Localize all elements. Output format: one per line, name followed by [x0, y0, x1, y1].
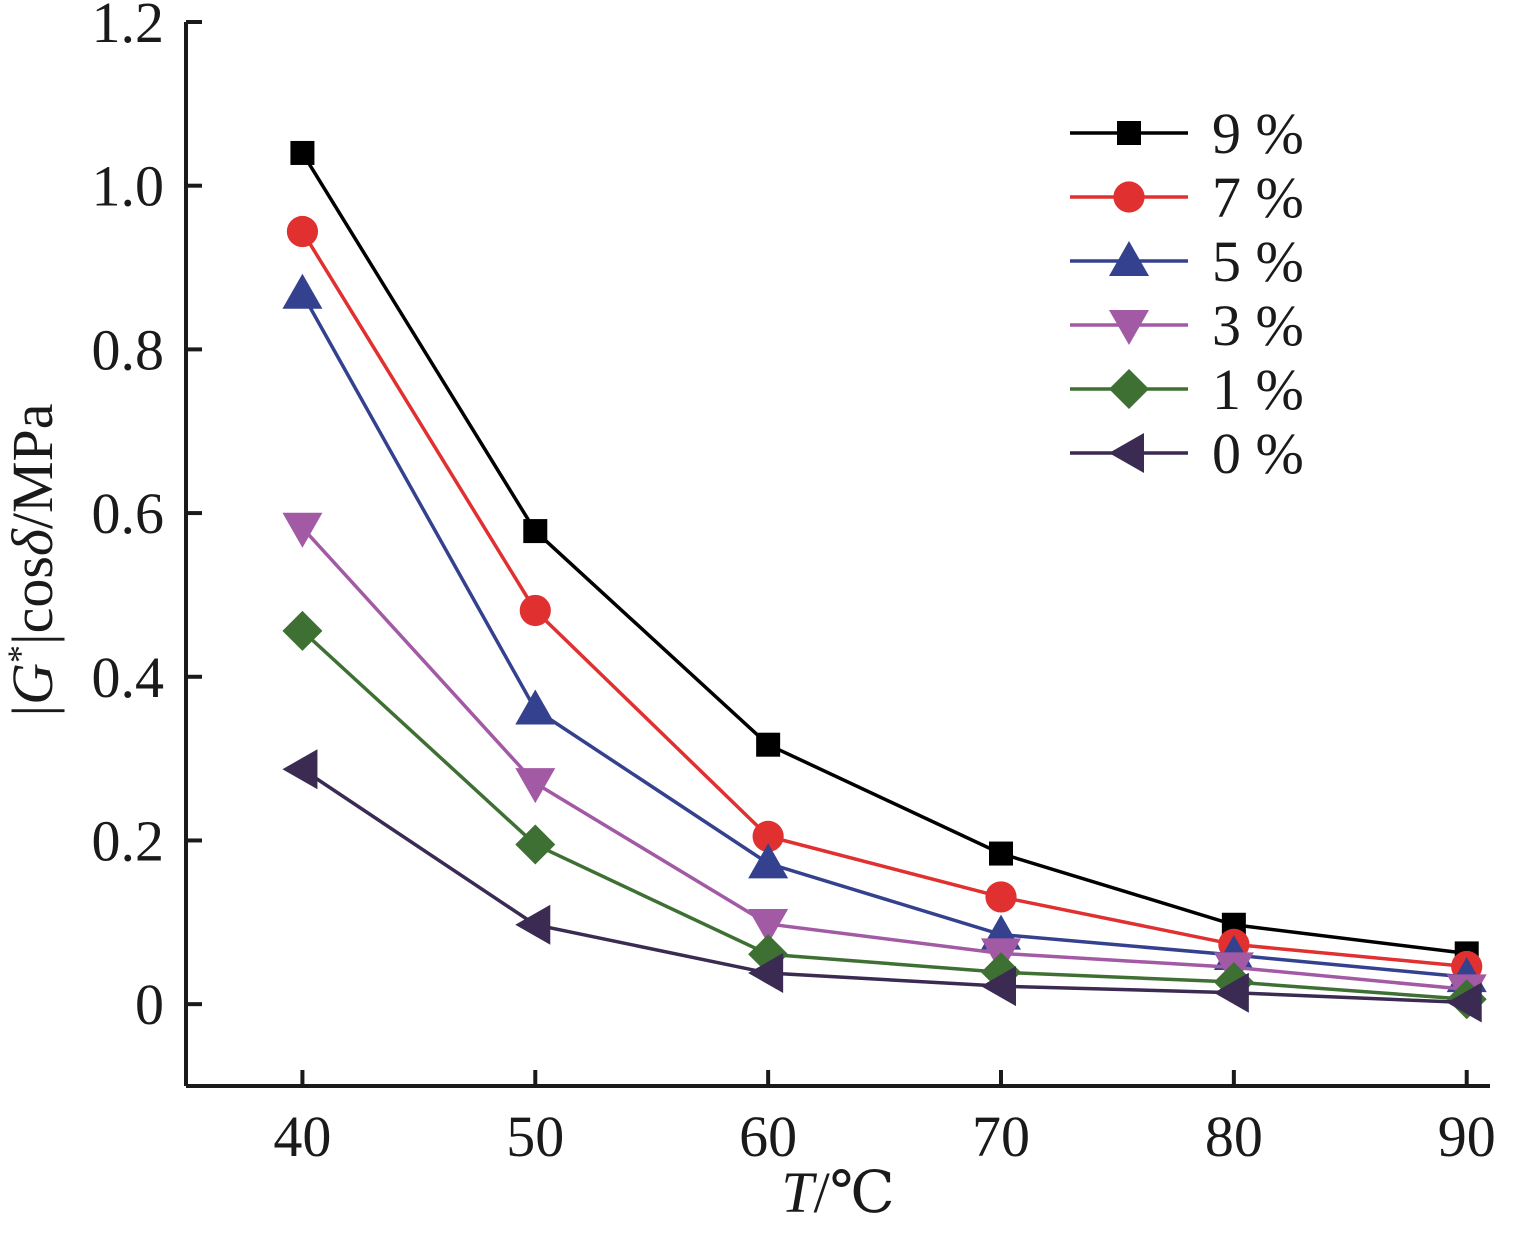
- legend-entry: 5 %: [1070, 229, 1304, 294]
- legend-label: 7 %: [1212, 165, 1304, 230]
- x-tick-label: 70: [972, 1104, 1030, 1169]
- data-point: [1213, 972, 1249, 1013]
- legend-label: 1 %: [1212, 357, 1304, 422]
- data-point: [515, 904, 551, 945]
- data-point: [282, 610, 323, 651]
- series-line: [301, 629, 1467, 1001]
- data-point: [748, 953, 784, 994]
- legend-label: 3 %: [1212, 293, 1304, 358]
- x-tick-label: 50: [506, 1104, 564, 1169]
- y-tick-label: 0.6: [92, 481, 165, 546]
- legend-entry: 1 %: [1070, 357, 1304, 422]
- legend-entry: 0 %: [1070, 421, 1304, 486]
- y-tick-label: 0.8: [92, 317, 165, 382]
- data-point: [282, 749, 318, 790]
- series-line: [301, 526, 1467, 992]
- legend-label: 9 %: [1212, 101, 1304, 166]
- legend-entry: 9 %: [1070, 101, 1304, 166]
- data-point: [515, 689, 556, 725]
- y-axis-label: |G*|cosδ/MPa: [0, 403, 65, 716]
- series-line: [301, 767, 1467, 1005]
- legend-marker: [1109, 369, 1149, 409]
- legend-marker: [1109, 241, 1149, 276]
- data-point: [1446, 982, 1482, 1023]
- series-5: [282, 749, 1482, 1023]
- x-tick-label: 40: [273, 1104, 331, 1169]
- data-point: [985, 881, 1017, 913]
- series-line: [300, 152, 1467, 956]
- series-line: [300, 292, 1467, 979]
- data-point: [515, 768, 556, 804]
- legend-marker: [1109, 310, 1149, 345]
- axis-labels: T/℃ |G*|cosδ/MPa: [0, 403, 895, 1225]
- data-point: [290, 140, 315, 165]
- x-tick-label: 80: [1205, 1104, 1263, 1169]
- y-tick-label: 0.2: [92, 808, 165, 873]
- legend-marker: [1113, 181, 1145, 213]
- y-tick-label: 1.2: [92, 0, 165, 55]
- data-point: [515, 824, 556, 865]
- data-point: [981, 966, 1016, 1007]
- legend-entry: 7 %: [1070, 165, 1304, 230]
- data-point: [756, 732, 781, 757]
- legend-marker: [1117, 121, 1141, 145]
- series-line: [300, 230, 1467, 969]
- data-point: [752, 820, 784, 852]
- x-tick-label: 60: [739, 1104, 797, 1169]
- legend-label: 0 %: [1212, 421, 1304, 486]
- legend-entry: 3 %: [1070, 293, 1304, 358]
- legend-label: 5 %: [1212, 229, 1304, 294]
- series-2: [282, 273, 1487, 993]
- axes: 0 0.2 0.4 0.6 0.8 1.0 1.2 40 50 60 70 80 90: [92, 0, 1496, 1169]
- data-point: [282, 273, 323, 309]
- data-point: [989, 841, 1013, 866]
- data-point: [523, 519, 548, 544]
- data-point: [286, 215, 319, 248]
- data-point: [519, 594, 551, 627]
- series-layer: [282, 140, 1487, 1023]
- series-4: [282, 610, 1487, 1020]
- data-point: [748, 908, 789, 944]
- x-tick-label: 90: [1438, 1104, 1496, 1169]
- data-point: [282, 512, 323, 548]
- x-axis-label: T/℃: [781, 1160, 894, 1225]
- legend-marker: [1109, 433, 1144, 473]
- data-point: [748, 843, 789, 879]
- y-tick-label: 1.0: [92, 154, 165, 219]
- y-tick-label: 0.4: [92, 645, 165, 710]
- legend: 9 %7 %5 %3 %1 %0 %: [1070, 101, 1304, 486]
- y-tick-label: 0: [135, 972, 164, 1037]
